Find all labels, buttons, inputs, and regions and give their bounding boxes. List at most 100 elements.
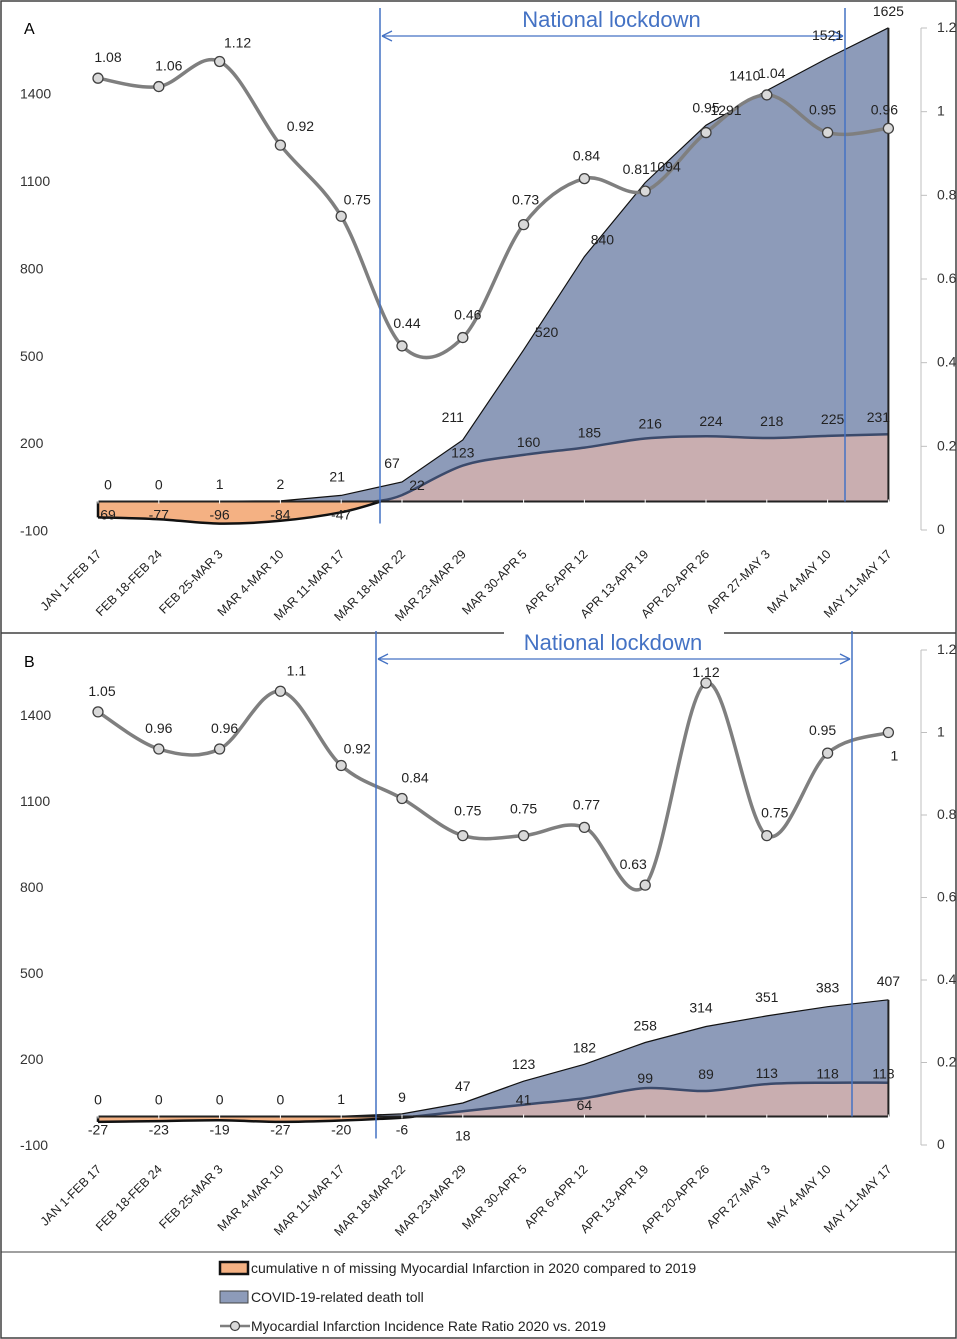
inner-series-area <box>414 1082 889 1117</box>
ratio-point <box>457 829 469 842</box>
lockdown-arrow-head-right <box>839 653 851 665</box>
ratio-point <box>396 792 408 805</box>
death-toll-data-label: 1 <box>337 1091 345 1107</box>
death-toll-data-label: 383 <box>816 980 840 996</box>
ratio-point <box>761 829 773 842</box>
category-label: FEB 25-MAR 3 <box>156 1162 225 1231</box>
inner-series-data-label: 64 <box>577 1097 593 1113</box>
y-left-tick-label: 1100 <box>20 173 50 189</box>
inner-series-data-label: 218 <box>760 413 784 429</box>
ratio-data-label: 0.84 <box>401 770 428 786</box>
death-toll-data-label: 314 <box>689 1000 713 1016</box>
missing-mi-data-label: -84 <box>270 507 290 523</box>
death-toll-data-label: 258 <box>634 1018 658 1034</box>
legend-ratio-label: Myocardial Infarction Incidence Rate Rat… <box>251 1318 606 1334</box>
death-toll-data-label: 0 <box>216 1092 224 1108</box>
category-label: APR 6-APR 12 <box>522 547 591 616</box>
death-toll-data-label: 407 <box>877 973 901 989</box>
y-right-tick-label: 0.2 <box>937 437 957 453</box>
inner-series-data-label: 118 <box>816 1066 839 1082</box>
inner-series-data-label: 216 <box>639 416 663 432</box>
death-toll-data-label: 0 <box>155 1092 163 1108</box>
inner-series-data-label: 41 <box>516 1092 532 1108</box>
ratio-point <box>274 685 287 697</box>
category-label: MAR 30-APR 5 <box>459 1162 529 1232</box>
death-toll-area <box>98 999 889 1117</box>
lockdown-arrow-head-left <box>377 653 389 665</box>
death-toll-data-label: 0 <box>104 477 112 493</box>
missing-mi-data-label: -47 <box>331 507 351 523</box>
category-label: FEB 18-FEB 24 <box>93 1162 165 1234</box>
y-right-tick-label: 0.8 <box>937 186 957 202</box>
death-toll-data-label: 21 <box>329 468 345 484</box>
death-toll-data-label: 1 <box>216 476 224 492</box>
ratio-data-label: 0.75 <box>454 803 481 819</box>
y-right-tick-label: 0.4 <box>937 354 957 370</box>
missing-mi-data-label: -23 <box>149 1122 169 1138</box>
inner-series-data-label: 123 <box>451 445 475 461</box>
ratio-data-label: 0.95 <box>692 100 719 116</box>
panel-letter-box <box>12 643 56 677</box>
y-left-tick-label: 500 <box>20 348 44 364</box>
category-label: MAR 30-APR 5 <box>459 547 529 617</box>
inner-series-data-label: 224 <box>699 413 723 429</box>
panel-letter-box <box>12 10 56 44</box>
category-label: APR 27-MAY 3 <box>704 547 773 616</box>
ratio-data-label: 0.96 <box>145 720 172 736</box>
missing-mi-data-label: -6 <box>396 1122 409 1138</box>
inner-series-data-label: 22 <box>409 477 425 493</box>
ratio-point <box>882 122 895 135</box>
death-toll-data-label: 0 <box>155 477 163 493</box>
missing-mi-area <box>98 501 381 524</box>
ratio-point <box>639 879 651 891</box>
ratio-point <box>335 759 347 772</box>
ratio-point <box>882 726 895 739</box>
y-left-tick-label: 800 <box>20 260 44 276</box>
ratio-point <box>274 139 287 151</box>
missing-mi-line <box>97 500 382 525</box>
ratio-line <box>97 57 889 360</box>
lockdown-label-bg <box>502 7 723 31</box>
ratio-data-label: 0.84 <box>573 148 600 164</box>
ratio-data-label: 0.92 <box>344 741 371 757</box>
panel-b: B-1002005008001100140000.20.40.60.811.2N… <box>12 630 957 1239</box>
ratio-point <box>821 126 834 139</box>
death-toll-data-label: 1291 <box>710 102 741 118</box>
category-label: MAY 4-MAY 10 <box>765 547 834 616</box>
y-right-tick-label: 0.6 <box>937 889 957 905</box>
ratio-data-label: 0.81 <box>623 161 650 177</box>
y-right-tick-label: 1.2 <box>937 641 957 657</box>
death-toll-data-label: 840 <box>591 232 615 248</box>
y-right-tick-label: 0.8 <box>937 806 957 822</box>
y-right-tick-label: 0.4 <box>937 971 957 987</box>
lockdown-label: National lockdown <box>524 630 703 655</box>
y-right-tick-label: 0 <box>937 1136 945 1152</box>
ratio-point <box>213 743 226 755</box>
ratio-point <box>457 331 469 344</box>
death-toll-data-label: 67 <box>384 455 400 471</box>
ratio-point <box>700 126 712 139</box>
ratio-point <box>153 743 165 755</box>
death-toll-data-label: 1094 <box>650 159 681 175</box>
ratio-data-label: 0.73 <box>512 192 539 208</box>
ratio-point <box>700 677 712 689</box>
inner-series-area <box>374 434 889 502</box>
death-toll-data-label: 182 <box>573 1039 597 1055</box>
ratio-point <box>761 89 773 101</box>
legend-missing-swatch <box>218 1260 250 1276</box>
inner-series-data-label: 89 <box>698 1066 714 1082</box>
ratio-point <box>153 80 165 93</box>
inner-series-data-label: 231 <box>867 409 891 425</box>
lockdown-arrow-head-left <box>381 30 393 42</box>
ratio-data-label: 1.1 <box>287 662 307 678</box>
ratio-data-label: 0.96 <box>871 101 898 117</box>
ratio-point <box>578 821 591 834</box>
ratio-data-label: 0.92 <box>287 118 314 134</box>
death-toll-data-label: 1625 <box>873 3 904 19</box>
death-toll-data-label: 351 <box>755 989 779 1005</box>
ratio-point <box>821 747 834 759</box>
category-label: MAY 4-MAY 10 <box>765 1162 834 1231</box>
category-label: JAN 1-FEB 17 <box>38 547 104 613</box>
ratio-data-label: 0.75 <box>344 191 371 207</box>
